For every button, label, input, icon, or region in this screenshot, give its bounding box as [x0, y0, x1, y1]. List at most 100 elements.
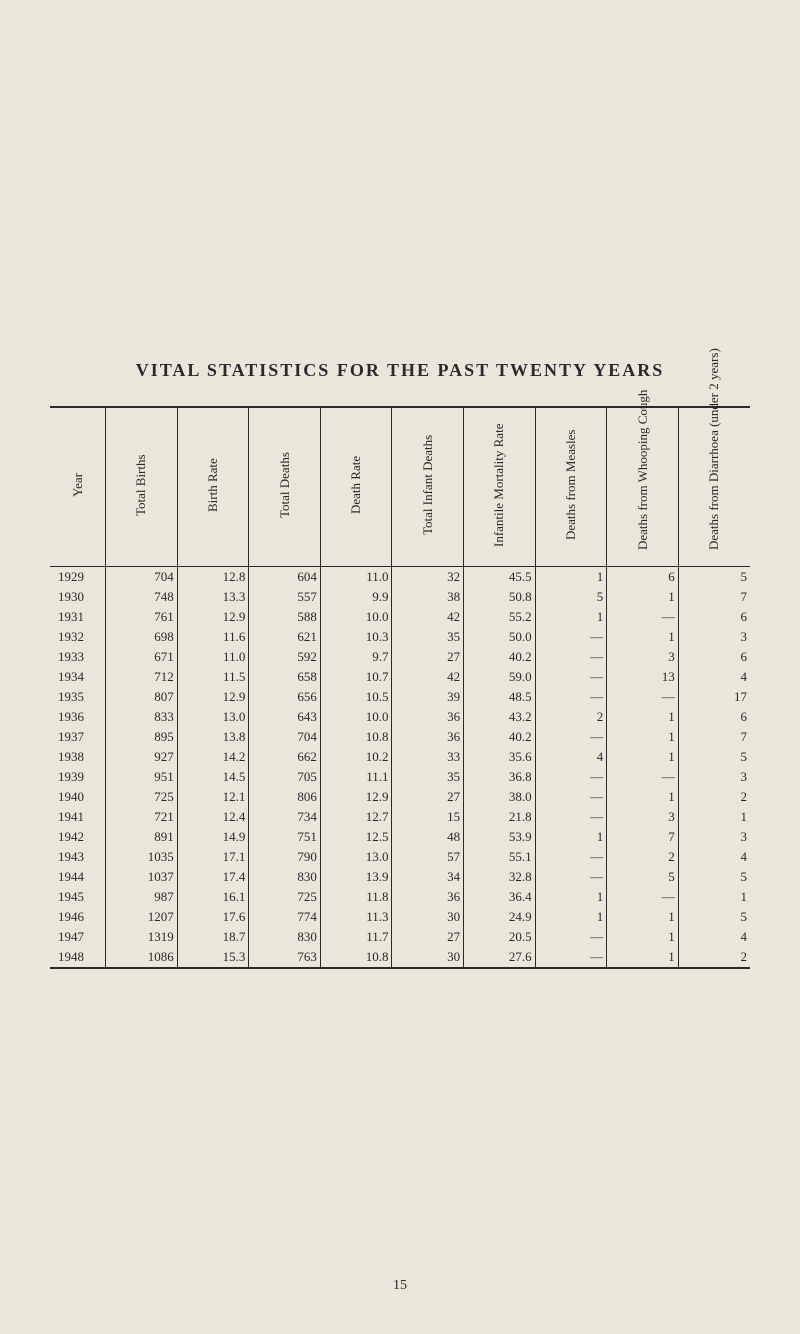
table-cell: 7 — [678, 587, 750, 607]
table-cell: 48.5 — [464, 687, 536, 707]
table-cell: 6 — [678, 647, 750, 667]
table-cell: 12.4 — [177, 807, 249, 827]
table-cell: 1 — [607, 747, 679, 767]
table-cell: 17 — [678, 687, 750, 707]
table-cell: — — [535, 627, 607, 647]
table-cell: 20.5 — [464, 927, 536, 947]
table-cell: 30 — [392, 947, 464, 968]
header-measles: Deaths from Measles — [535, 407, 607, 567]
table-cell: 10.2 — [320, 747, 392, 767]
table-cell: 17.6 — [177, 907, 249, 927]
table-row: 193683313.064310.03643.2216 — [50, 707, 750, 727]
table-cell: 2 — [678, 947, 750, 968]
table-cell: 55.2 — [464, 607, 536, 627]
table-cell: 1 — [535, 907, 607, 927]
table-cell: 32.8 — [464, 867, 536, 887]
table-cell: 643 — [249, 707, 321, 727]
table-cell: 1935 — [50, 687, 106, 707]
table-cell: 1940 — [50, 787, 106, 807]
table-cell: 2 — [535, 707, 607, 727]
table-row: 194289114.975112.54853.9173 — [50, 827, 750, 847]
table-cell: 1 — [607, 787, 679, 807]
table-cell: 12.9 — [177, 607, 249, 627]
table-cell: 1944 — [50, 867, 106, 887]
table-cell: 27 — [392, 927, 464, 947]
table-cell: 725 — [249, 887, 321, 907]
table-cell: 1 — [607, 927, 679, 947]
table-cell: 15 — [392, 807, 464, 827]
table-cell: 36 — [392, 887, 464, 907]
table-cell: — — [535, 647, 607, 667]
table-cell: — — [535, 727, 607, 747]
table-cell: 895 — [106, 727, 178, 747]
table-cell: 5 — [607, 867, 679, 887]
table-cell: 1 — [678, 887, 750, 907]
table-row: 193580712.965610.53948.5——17 — [50, 687, 750, 707]
table-cell: 5 — [678, 567, 750, 588]
table-cell: — — [535, 767, 607, 787]
table-cell: 3 — [678, 767, 750, 787]
table-cell: 33 — [392, 747, 464, 767]
table-cell: 557 — [249, 587, 321, 607]
table-cell: 1 — [678, 807, 750, 827]
table-cell: 1 — [535, 887, 607, 907]
table-cell: 712 — [106, 667, 178, 687]
table-cell: 748 — [106, 587, 178, 607]
table-cell: 9.7 — [320, 647, 392, 667]
table-cell: 1 — [535, 607, 607, 627]
table-cell: 12.5 — [320, 827, 392, 847]
table-cell: 14.9 — [177, 827, 249, 847]
table-cell: 588 — [249, 607, 321, 627]
table-cell: 807 — [106, 687, 178, 707]
table-row: 193789513.870410.83640.2—17 — [50, 727, 750, 747]
table-cell: 774 — [249, 907, 321, 927]
table-cell: 36 — [392, 727, 464, 747]
table-cell: 1930 — [50, 587, 106, 607]
table-cell: 927 — [106, 747, 178, 767]
table-cell: 891 — [106, 827, 178, 847]
table-cell: 1 — [607, 947, 679, 968]
table-cell: 42 — [392, 667, 464, 687]
table-cell: 1319 — [106, 927, 178, 947]
page-title: VITAL STATISTICS FOR THE PAST TWENTY YEA… — [50, 360, 750, 381]
table-cell: 1946 — [50, 907, 106, 927]
table-row: 194172112.473412.71521.8—31 — [50, 807, 750, 827]
table-cell: 13.0 — [177, 707, 249, 727]
page-number: 15 — [393, 1278, 407, 1294]
table-cell: 13.3 — [177, 587, 249, 607]
table-row: 193995114.570511.13536.8——3 — [50, 767, 750, 787]
table-cell: 10.3 — [320, 627, 392, 647]
table-row: 1943103517.179013.05755.1—24 — [50, 847, 750, 867]
table-cell: 790 — [249, 847, 321, 867]
table-header-row: Year Total Births Birth Rate Total Death… — [50, 407, 750, 567]
table-cell: 671 — [106, 647, 178, 667]
table-cell: 1942 — [50, 827, 106, 847]
table-cell: 1035 — [106, 847, 178, 867]
table-cell: 1 — [607, 907, 679, 927]
table-cell: 621 — [249, 627, 321, 647]
table-cell: 50.0 — [464, 627, 536, 647]
table-cell: 9.9 — [320, 587, 392, 607]
table-cell: 751 — [249, 827, 321, 847]
table-cell: 38 — [392, 587, 464, 607]
table-cell: 1937 — [50, 727, 106, 747]
table-cell: 55.1 — [464, 847, 536, 867]
table-cell: 30 — [392, 907, 464, 927]
table-cell: 705 — [249, 767, 321, 787]
header-year: Year — [50, 407, 106, 567]
table-cell: 2 — [678, 787, 750, 807]
table-cell: 830 — [249, 927, 321, 947]
table-cell: 35 — [392, 767, 464, 787]
table-cell: 45.5 — [464, 567, 536, 588]
table-cell: 4 — [678, 927, 750, 947]
table-cell: 7 — [678, 727, 750, 747]
header-death-rate: Death Rate — [320, 407, 392, 567]
table-cell: 24.9 — [464, 907, 536, 927]
table-cell: 1932 — [50, 627, 106, 647]
table-cell: 12.8 — [177, 567, 249, 588]
table-cell: 662 — [249, 747, 321, 767]
table-cell: 10.5 — [320, 687, 392, 707]
table-cell: 761 — [106, 607, 178, 627]
table-cell: — — [535, 667, 607, 687]
table-cell: 592 — [249, 647, 321, 667]
